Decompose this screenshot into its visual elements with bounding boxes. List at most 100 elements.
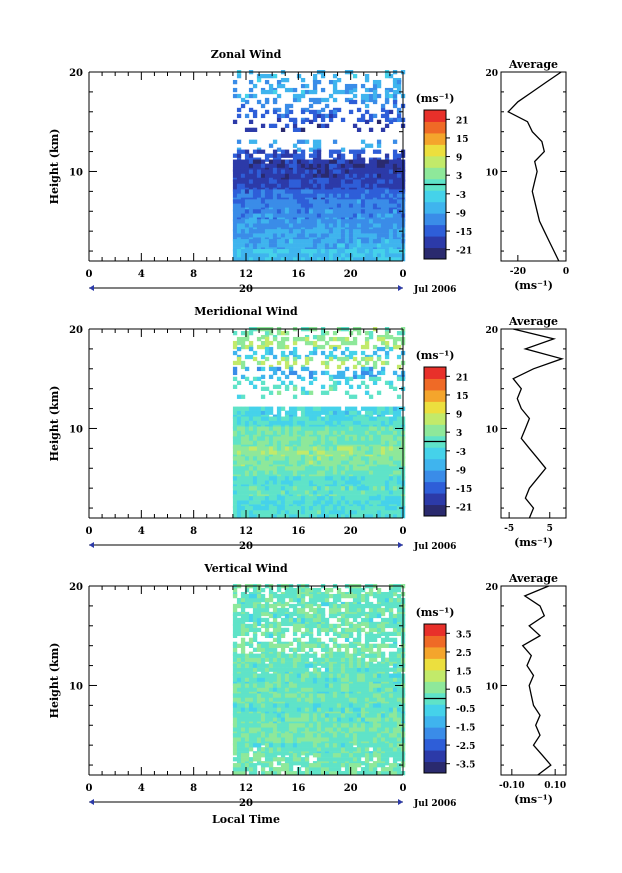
heatmap-cell [276, 663, 282, 668]
heatmap-cell [268, 693, 274, 698]
heatmap-cell [384, 607, 390, 613]
heatmap-cell [332, 486, 338, 491]
heatmap-cell [256, 446, 262, 451]
heatmap-cell [312, 169, 318, 174]
heatmap-cell [284, 253, 290, 258]
heatmap-cell [316, 506, 322, 511]
heatmap-cell [264, 336, 270, 342]
heatmap-cell [388, 87, 394, 93]
heatmap-cell [264, 607, 270, 613]
heatmap-cell [360, 456, 366, 461]
heatmap-cell [324, 470, 330, 475]
heatmap-cell [296, 647, 302, 652]
heatmap-cell [304, 663, 310, 668]
heatmap-cell [320, 203, 326, 208]
heatmap-cell [284, 514, 290, 519]
heatmap-cell [384, 169, 390, 174]
heatmap-cell [368, 673, 374, 678]
heatmap-cell [316, 239, 322, 244]
heatmap-cell [368, 500, 374, 505]
heatmap-cell [284, 183, 290, 188]
heatmap-cell [344, 500, 350, 505]
heatmap-cell [288, 153, 294, 158]
heatmap-cell [360, 446, 366, 451]
heatmap-cell [380, 470, 386, 475]
heatmap-cell [264, 173, 270, 178]
heatmap-cell [392, 410, 398, 415]
heatmap-cell [316, 637, 322, 643]
heatmap-cell [360, 117, 366, 123]
heatmap-cell [388, 426, 394, 431]
heatmap-cell [284, 173, 290, 178]
heatmap-cell [288, 183, 294, 188]
heatmap-cell [292, 406, 298, 411]
heatmap-cell [260, 476, 266, 481]
heatmap-cell [320, 73, 326, 79]
heatmap-cell [264, 219, 270, 224]
heatmap-cell [384, 633, 390, 639]
heatmap-cell [252, 173, 258, 178]
heatmap-cell [252, 617, 258, 623]
heatmap-cell [236, 340, 242, 346]
heatmap-cell [348, 199, 354, 204]
heatmap-cell [356, 430, 362, 435]
heatmap-cell [396, 354, 402, 360]
heatmap-cell [320, 687, 326, 692]
heatmap-cell [272, 123, 278, 129]
heatmap-cell [292, 336, 298, 342]
heatmap-cell [332, 480, 338, 485]
heatmap-cell [332, 627, 338, 633]
heatmap-cell [324, 193, 330, 198]
heatmap-cell [280, 643, 286, 648]
heatmap-cell [248, 456, 254, 461]
heatmap-cell [368, 633, 374, 639]
heatmap-cell [380, 113, 386, 119]
heatmap-cell [320, 416, 326, 421]
heatmap-cell [296, 653, 302, 658]
heatmap-cell [368, 243, 374, 248]
heatmap-cell [304, 139, 310, 144]
heatmap-cell [308, 209, 314, 214]
heatmap-cell [360, 344, 366, 350]
heatmap-cell [236, 179, 242, 184]
heatmap-cell [264, 257, 270, 262]
heatmap-cell [376, 466, 382, 471]
heatmap-cell [324, 631, 330, 637]
heatmap-cell [388, 683, 394, 688]
heatmap-cell [380, 203, 386, 208]
heatmap-cell [284, 360, 290, 366]
heatmap-cell [276, 456, 282, 461]
heatmap-cell [320, 330, 326, 336]
xtick-label: 0 [86, 526, 93, 537]
heatmap-cell [232, 607, 238, 613]
heatmap-cell [300, 450, 306, 455]
heatmap-cell [340, 159, 346, 164]
heatmap-cell [348, 406, 354, 411]
heatmap-cell [276, 633, 282, 639]
heatmap-cell [244, 420, 250, 425]
heatmap-cell [396, 330, 402, 336]
heatmap-cell [320, 480, 326, 485]
heatmap-cell [344, 213, 350, 218]
heatmap-cell [288, 253, 294, 258]
heatmap-cell [352, 490, 358, 495]
heatmap-cell [288, 613, 294, 619]
heatmap-cell [312, 450, 318, 455]
heatmap-cell [300, 189, 306, 194]
heatmap-cell [256, 486, 262, 491]
heatmap-cell [316, 344, 322, 350]
heatmap-cell [368, 446, 374, 451]
heatmap-cell [320, 597, 326, 603]
heatmap-cell [320, 159, 326, 164]
heatmap-cell [232, 199, 238, 204]
heatmap-cell [324, 627, 330, 633]
heatmap-cell [360, 233, 366, 238]
heatmap-cell [396, 480, 402, 485]
heatmap-cell [248, 173, 254, 178]
heatmap-cell [332, 677, 338, 682]
heatmap-cell [328, 356, 334, 362]
heatmap-cell [348, 496, 354, 501]
heatmap-cell [388, 430, 394, 435]
heatmap-cell [352, 257, 358, 262]
heatmap-cell [256, 213, 262, 218]
